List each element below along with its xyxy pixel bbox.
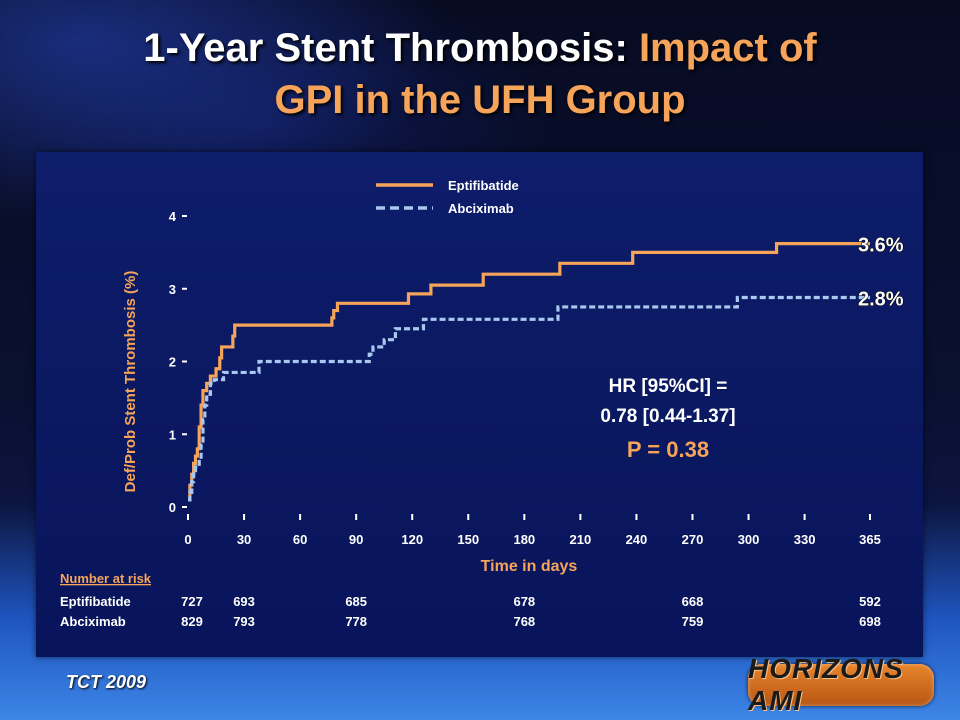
- x-tick-label: 180: [513, 532, 535, 547]
- risk-table-header: Number at risk: [60, 571, 152, 586]
- risk-cell: 829: [181, 614, 203, 629]
- x-tick-label: 150: [457, 532, 479, 547]
- risk-cell: 759: [682, 614, 704, 629]
- hr-line-2: 0.78 [0.44-1.37]: [600, 406, 735, 427]
- x-tick-label: 300: [738, 532, 760, 547]
- chart-panel: 0 1 2 3 4 0 30 60 90 120 150 180 210 240 270 300 330 365 T…: [36, 152, 923, 657]
- slide-title: 1-Year Stent Thrombosis: Impact of GPI i…: [0, 22, 960, 126]
- hr-line-1: HR [95%CI] =: [609, 376, 728, 397]
- p-value: P = 0.38: [627, 437, 709, 462]
- x-tick-label: 30: [237, 532, 251, 547]
- x-axis-title: Time in days: [481, 558, 578, 575]
- risk-cell: 592: [859, 594, 881, 609]
- x-tick-label: 270: [682, 532, 704, 547]
- title-orange-part: Impact of: [638, 26, 817, 70]
- risk-cell: 778: [345, 614, 367, 629]
- risk-cell: 668: [682, 594, 704, 609]
- x-tick-label: 120: [401, 532, 423, 547]
- x-tick-label: 60: [293, 532, 307, 547]
- x-tick-label: 240: [626, 532, 648, 547]
- risk-row-label: Abciximab: [60, 614, 126, 629]
- legend-label-abciximab: Abciximab: [448, 201, 514, 216]
- legend-label-eptifibatide: Eptifibatide: [448, 178, 519, 193]
- title-white-part: 1-Year Stent Thrombosis:: [143, 26, 639, 70]
- horizons-ami-logo: HORIZONS AMI: [748, 653, 934, 716]
- x-tick-label: 90: [349, 532, 363, 547]
- risk-cell: 768: [513, 614, 535, 629]
- title-line-2: GPI in the UFH Group: [274, 78, 686, 122]
- y-tick-label: 0: [169, 500, 176, 515]
- risk-row-label: Eptifibatide: [60, 594, 131, 609]
- y-tick-label: 2: [169, 355, 176, 370]
- risk-cell: 678: [513, 594, 535, 609]
- y-tick-label: 1: [169, 427, 176, 442]
- risk-cell: 727: [181, 594, 203, 609]
- title-line-1: 1-Year Stent Thrombosis: Impact of: [0, 22, 960, 74]
- risk-cell: 793: [233, 614, 255, 629]
- series-line-eptifibatide: [188, 242, 870, 502]
- x-tick-label: 365: [859, 532, 881, 547]
- risk-cell: 698: [859, 614, 881, 629]
- y-axis-title: Def/Prob Stent Thrombosis (%): [122, 271, 139, 493]
- x-tick-label: 330: [794, 532, 816, 547]
- risk-cell: 685: [345, 594, 367, 609]
- km-chart: 0 1 2 3 4 0 30 60 90 120 150 180 210 240 270 300 330 365 T…: [60, 178, 904, 629]
- series-line-abciximab: [188, 295, 870, 502]
- y-tick-label: 3: [169, 282, 176, 297]
- risk-cell: 693: [233, 594, 255, 609]
- x-tick-label: 210: [570, 532, 592, 547]
- x-tick-label: 0: [184, 532, 191, 547]
- conference-label: TCT 2009: [66, 672, 147, 692]
- end-label-abciximab: 2.8%: [858, 288, 904, 310]
- end-label-eptifibatide: 3.6%: [858, 235, 904, 257]
- y-tick-label: 4: [169, 209, 177, 224]
